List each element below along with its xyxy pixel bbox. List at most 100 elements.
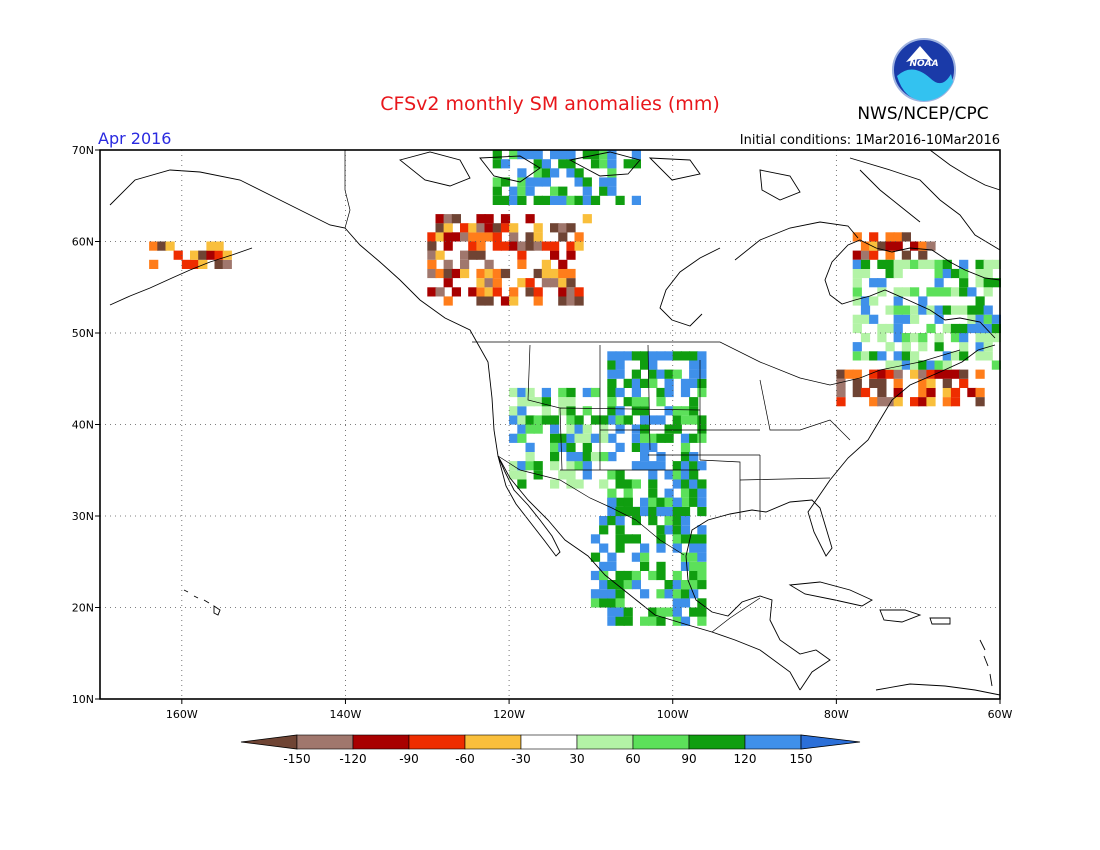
anomaly-cell bbox=[672, 351, 682, 361]
colorbar-bin bbox=[464, 734, 522, 750]
anomaly-cell bbox=[582, 150, 592, 160]
anomaly-cell bbox=[697, 351, 707, 361]
anomaly-cell bbox=[942, 305, 952, 315]
anomaly-cell bbox=[631, 369, 641, 379]
anomaly-cell bbox=[550, 241, 560, 251]
anomaly-cell bbox=[615, 406, 625, 416]
anomaly-cell bbox=[983, 351, 993, 361]
anomaly-cell bbox=[942, 387, 952, 398]
anomaly-cell bbox=[599, 424, 609, 434]
anomaly-cell bbox=[484, 287, 494, 297]
anomaly-cell bbox=[959, 287, 969, 297]
anomaly-cell bbox=[460, 259, 470, 269]
anomaly-cell bbox=[689, 561, 699, 571]
anomaly-cell bbox=[492, 159, 502, 169]
anomaly-cell bbox=[918, 397, 928, 407]
anomaly-cell bbox=[959, 333, 969, 343]
anomaly-cell bbox=[623, 497, 633, 507]
anomaly-cell bbox=[648, 616, 658, 626]
anomaly-cell bbox=[484, 232, 494, 242]
anomaly-cell bbox=[991, 333, 1001, 343]
anomaly-cell bbox=[558, 159, 568, 169]
anomaly-cell bbox=[942, 369, 952, 379]
anomaly-cell bbox=[631, 195, 641, 205]
anomaly-cell bbox=[615, 607, 625, 617]
anomaly-cell bbox=[852, 314, 862, 324]
anomaly-cell bbox=[190, 259, 200, 269]
anomaly-cell bbox=[664, 406, 674, 416]
anomaly-cell bbox=[869, 232, 879, 242]
anomaly-cell bbox=[967, 287, 977, 297]
anomaly-cell bbox=[607, 452, 617, 462]
anomaly-cell bbox=[443, 278, 453, 288]
anomaly-cell bbox=[615, 506, 625, 517]
anomaly-cell bbox=[566, 479, 576, 489]
anomaly-cell bbox=[672, 570, 682, 581]
anomaly-cell bbox=[640, 452, 650, 462]
anomaly-cell bbox=[533, 397, 543, 407]
colorbar-tick-label: -90 bbox=[399, 752, 419, 766]
anomaly-cell bbox=[680, 479, 691, 489]
anomaly-cell bbox=[680, 616, 691, 626]
anomaly-cell bbox=[631, 150, 641, 160]
anomaly-cell bbox=[541, 177, 551, 187]
anomaly-cell bbox=[590, 195, 601, 205]
anomaly-cell bbox=[689, 552, 699, 562]
anomaly-cell bbox=[975, 342, 985, 352]
colorbar-tick-label: 30 bbox=[569, 752, 584, 766]
anomaly-cell bbox=[566, 287, 576, 297]
anomaly-cell bbox=[672, 470, 682, 480]
anomaly-cell bbox=[697, 561, 707, 571]
anomaly-cell bbox=[427, 259, 437, 269]
colorbar-low-arrow bbox=[240, 734, 298, 750]
anomaly-cell bbox=[525, 278, 535, 288]
anomaly-cell bbox=[664, 351, 674, 361]
anomaly-cell bbox=[607, 552, 617, 562]
anomaly-cell bbox=[680, 552, 691, 562]
anomaly-cell bbox=[525, 150, 535, 160]
anomaly-cell bbox=[599, 177, 609, 187]
anomaly-cell bbox=[558, 387, 568, 398]
anomaly-cell bbox=[950, 323, 961, 334]
anomaly-cell bbox=[533, 159, 543, 169]
colorbar-bin bbox=[744, 734, 802, 750]
anomaly-cell bbox=[558, 186, 568, 196]
anomaly-cell bbox=[869, 250, 879, 260]
anomaly-cell bbox=[869, 397, 879, 407]
anomaly-cell bbox=[680, 442, 691, 452]
anomaly-cell bbox=[533, 415, 543, 425]
anomaly-cell bbox=[656, 561, 666, 571]
anomaly-cell bbox=[689, 360, 699, 370]
anomaly-cell bbox=[697, 387, 707, 398]
anomaly-cell bbox=[550, 433, 560, 443]
anomaly-cell bbox=[558, 442, 568, 452]
anomaly-cell bbox=[926, 259, 936, 269]
anomaly-cell bbox=[656, 387, 666, 398]
anomaly-cell bbox=[484, 268, 494, 279]
anomaly-cell bbox=[901, 333, 911, 343]
anomaly-cell bbox=[656, 525, 666, 535]
anomaly-cell bbox=[517, 470, 527, 480]
latitude-tick-label: 50N bbox=[72, 327, 94, 340]
anomaly-cell bbox=[950, 387, 961, 398]
anomaly-cell bbox=[656, 415, 666, 425]
anomaly-cell bbox=[500, 296, 511, 306]
anomaly-cell bbox=[697, 479, 707, 489]
anomaly-cell bbox=[558, 406, 568, 416]
anomaly-cell bbox=[607, 397, 617, 407]
anomaly-cell bbox=[607, 470, 617, 480]
anomaly-cell bbox=[877, 369, 887, 379]
colorbar-tick-label: 90 bbox=[681, 752, 696, 766]
anomaly-cell bbox=[599, 570, 609, 581]
anomaly-cell bbox=[476, 214, 486, 224]
anomaly-cell bbox=[934, 305, 944, 315]
anomaly-cell bbox=[517, 241, 527, 251]
anomaly-cell bbox=[926, 287, 936, 297]
anomaly-cell bbox=[689, 607, 699, 617]
anomaly-cell bbox=[509, 296, 519, 306]
anomaly-cell bbox=[959, 268, 969, 279]
anomaly-cell bbox=[623, 506, 633, 517]
anomaly-cell bbox=[517, 150, 527, 160]
anomaly-cell bbox=[648, 470, 658, 480]
anomaly-cell bbox=[476, 232, 486, 242]
